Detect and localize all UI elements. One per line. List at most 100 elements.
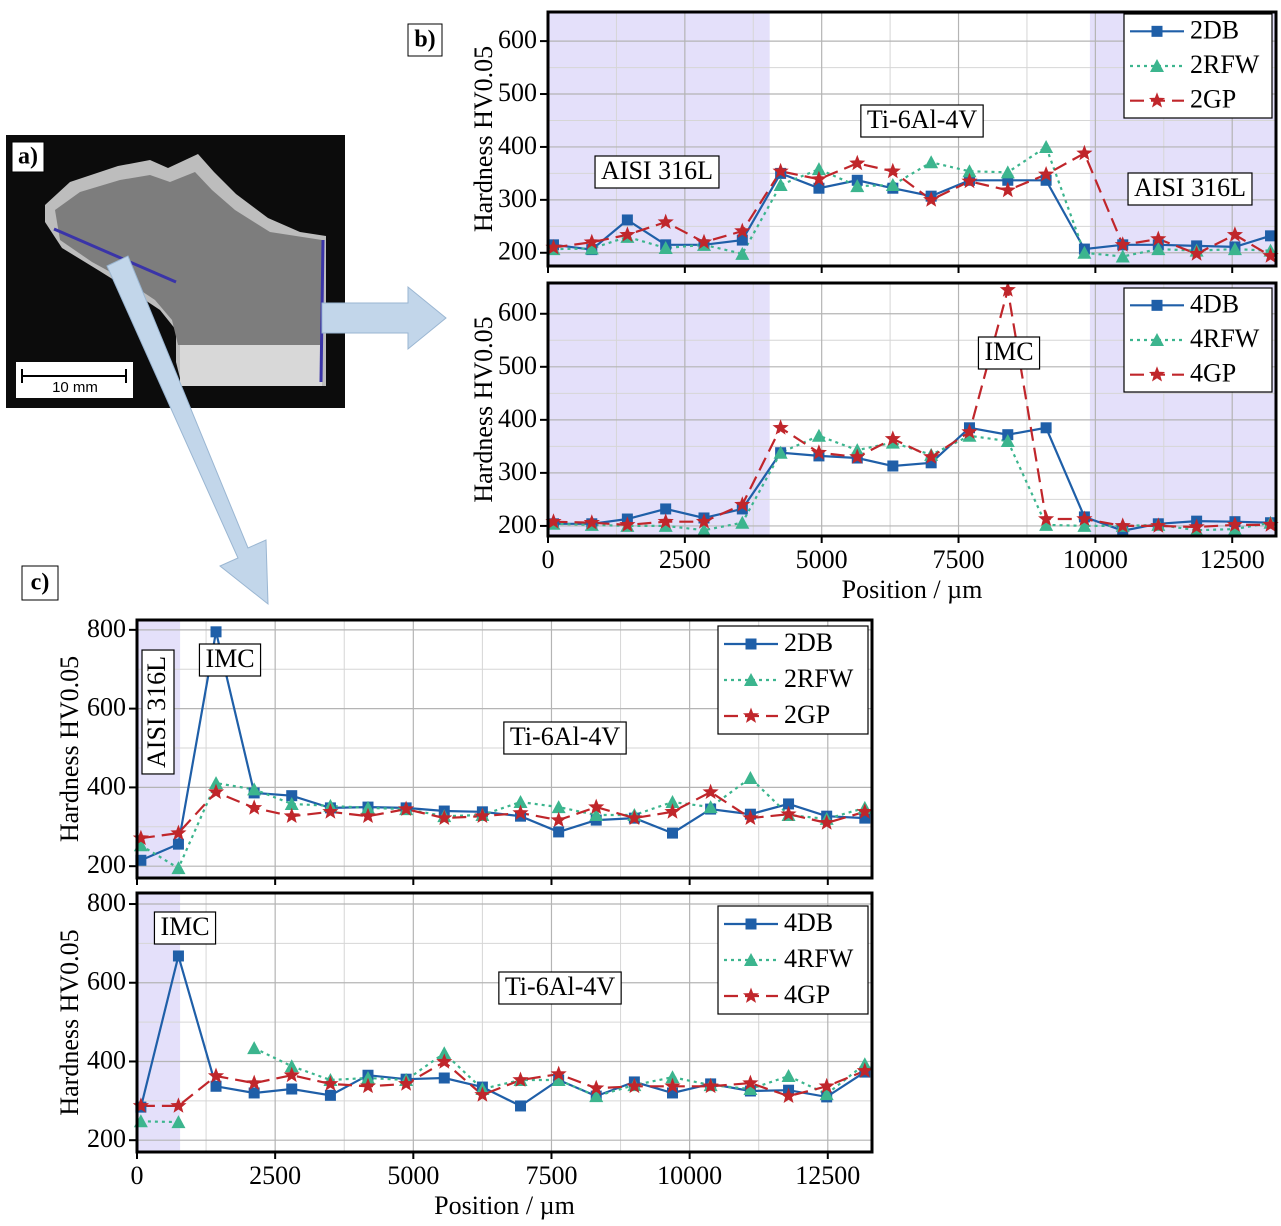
measure-line (53, 227, 177, 284)
scale-box (16, 362, 133, 398)
legend-label: 4GP (784, 980, 830, 1009)
marker (1039, 517, 1054, 531)
marker (1226, 516, 1243, 532)
marker (697, 523, 711, 537)
marker (551, 1072, 566, 1086)
marker (773, 178, 788, 192)
legend-label: 2DB (784, 628, 833, 657)
marker (361, 800, 375, 814)
marker (588, 1079, 605, 1096)
marker (246, 799, 263, 815)
marker (856, 803, 873, 819)
scale-label: 10 mm (52, 379, 98, 396)
marker (398, 800, 415, 816)
marker (172, 950, 184, 962)
marker (702, 783, 719, 799)
marker (619, 516, 636, 532)
marker (667, 1087, 678, 1099)
panel-label-box (407, 23, 443, 57)
y-tick-label: 200 (87, 1124, 126, 1153)
marker (286, 790, 298, 802)
x-tick-label: 5000 (387, 1161, 439, 1190)
marker (734, 222, 751, 238)
panel-label: a) (18, 144, 38, 170)
marker (1227, 522, 1242, 536)
marker (436, 809, 453, 825)
plot-frame (135, 618, 874, 880)
x-tick-label: 0 (542, 545, 555, 574)
marker (665, 1070, 680, 1084)
x-axis-label: Position / µm (434, 1191, 575, 1220)
marker (322, 1075, 339, 1091)
y-tick-label: 200 (87, 850, 126, 879)
marker (1076, 144, 1093, 161)
legend-label: 4DB (784, 908, 833, 937)
marker (657, 513, 674, 529)
legend-label: 2GP (1190, 85, 1236, 114)
marker (283, 807, 300, 823)
marker (664, 803, 681, 819)
marker (1038, 166, 1055, 182)
marker (132, 829, 149, 846)
marker (780, 1087, 797, 1103)
series-line (553, 289, 1271, 529)
marker (1262, 516, 1279, 532)
y-tick-label: 400 (87, 1045, 126, 1074)
marker (780, 805, 797, 822)
base-region (180, 345, 322, 386)
legend-label: 4RFW (784, 944, 854, 973)
marker (207, 1067, 225, 1083)
marker (246, 1074, 263, 1090)
marker (885, 178, 900, 192)
marker (1039, 139, 1054, 153)
marker (742, 987, 760, 1003)
annotation-box (1127, 172, 1253, 206)
plot-frame (546, 281, 1278, 538)
annotation: Ti-6Al-4V (505, 972, 616, 1001)
series-line (553, 145, 1271, 258)
marker (1262, 247, 1279, 263)
marker (744, 953, 758, 966)
marker (359, 807, 377, 823)
marker (588, 798, 605, 814)
marker (702, 1077, 719, 1094)
marker (658, 241, 673, 255)
marker (545, 239, 562, 255)
marker (170, 1097, 187, 1113)
marker (1148, 366, 1166, 382)
annotation-box (498, 971, 622, 1005)
marker (925, 457, 937, 469)
annotation-box (503, 721, 627, 755)
series-line (553, 172, 1271, 251)
marker (658, 518, 673, 532)
annotation: AISI 316L (1134, 173, 1246, 202)
annotation: Ti-6Al-4V (867, 105, 978, 134)
marker (1150, 59, 1164, 72)
marker (398, 1075, 415, 1091)
marker (1000, 434, 1015, 448)
panel-label: c) (31, 570, 50, 596)
marker (545, 513, 562, 529)
micrograph: 10 mm (6, 135, 345, 408)
panel-label-box (11, 141, 45, 173)
marker (664, 1077, 681, 1094)
marker (1150, 333, 1164, 346)
marker (550, 811, 567, 827)
marker (742, 707, 760, 723)
marker (589, 807, 604, 821)
marker (359, 1077, 377, 1094)
y-tick-label: 300 (498, 184, 537, 213)
marker (961, 172, 978, 189)
marker (1040, 422, 1052, 434)
plot-frame (546, 10, 1278, 268)
y-tick-label: 600 (498, 298, 537, 327)
marker (884, 430, 901, 446)
legend-label: 2GP (784, 700, 830, 729)
marker (1150, 230, 1167, 246)
marker (1188, 518, 1205, 534)
annotation-box (153, 911, 217, 945)
marker (667, 827, 678, 839)
marker (626, 1077, 643, 1094)
marker (923, 448, 940, 464)
